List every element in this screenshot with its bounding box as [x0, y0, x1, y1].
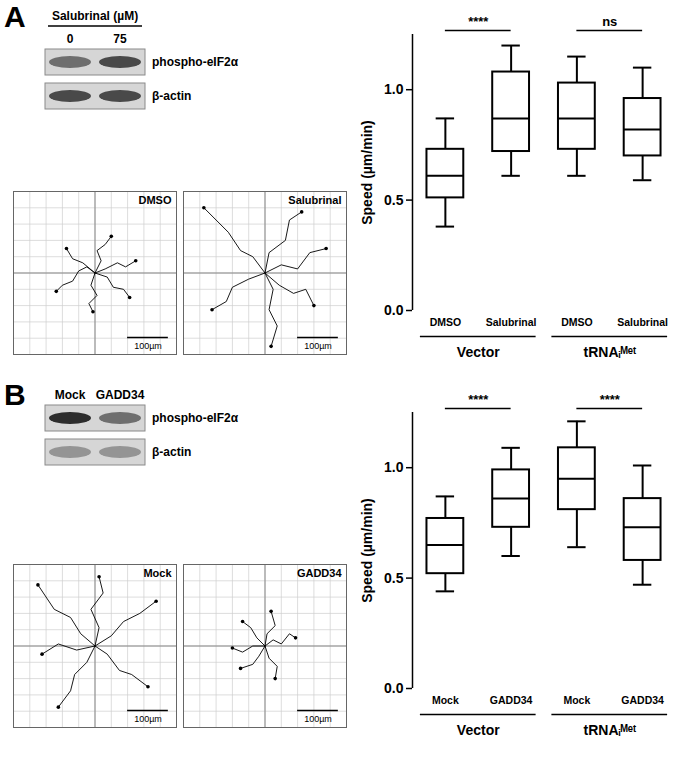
svg-text:GADD34: GADD34: [490, 694, 533, 706]
svg-text:Vector: Vector: [457, 344, 500, 360]
svg-text:0.5: 0.5: [384, 192, 404, 208]
svg-text:GADD34: GADD34: [621, 694, 664, 706]
svg-text:β-actin: β-actin: [152, 89, 191, 103]
svg-text:Salubrinal: Salubrinal: [288, 194, 341, 206]
svg-text:100µm: 100µm: [134, 714, 162, 724]
svg-text:****: ****: [468, 14, 489, 29]
svg-text:Salubrinal: Salubrinal: [486, 316, 537, 328]
svg-text:tRNAᵢᴹᵉᵗ: tRNAᵢᴹᵉᵗ: [584, 344, 637, 360]
svg-text:1.0: 1.0: [384, 459, 404, 475]
svg-text:****: ****: [468, 392, 489, 407]
svg-text:0.0: 0.0: [384, 302, 404, 318]
svg-text:DMSO: DMSO: [561, 316, 593, 328]
svg-text:DMSO: DMSO: [430, 316, 462, 328]
html-text:B: B: [4, 378, 26, 411]
svg-text:1.0: 1.0: [384, 81, 404, 97]
svg-text:Salubrinal: Salubrinal: [617, 316, 668, 328]
svg-text:100µm: 100µm: [134, 341, 162, 351]
svg-text:Mock: Mock: [55, 388, 86, 402]
svg-text:phospho-eIF2α: phospho-eIF2α: [152, 411, 239, 425]
svg-text:GADD34: GADD34: [96, 388, 145, 402]
svg-text:Speed (µm/min): Speed (µm/min): [359, 120, 375, 225]
svg-text:0.5: 0.5: [384, 570, 404, 586]
html-text:A: A: [4, 0, 26, 33]
svg-text:0: 0: [67, 32, 74, 46]
svg-text:β-actin: β-actin: [152, 445, 191, 459]
svg-text:100µm: 100µm: [304, 341, 332, 351]
svg-text:Mock: Mock: [143, 567, 172, 579]
svg-text:75: 75: [113, 32, 127, 46]
svg-text:0.0: 0.0: [384, 680, 404, 696]
svg-text:Mock: Mock: [432, 694, 459, 706]
svg-text:phospho-eIF2α: phospho-eIF2α: [152, 55, 239, 69]
svg-text:Vector: Vector: [457, 722, 500, 738]
svg-text:GADD34: GADD34: [297, 567, 343, 579]
svg-text:****: ****: [600, 392, 621, 407]
svg-text:DMSO: DMSO: [139, 194, 172, 206]
svg-text:ns: ns: [602, 14, 617, 29]
svg-text:100µm: 100µm: [304, 714, 332, 724]
svg-text:Salubrinal (µM): Salubrinal (µM): [52, 9, 138, 23]
svg-text:tRNAᵢᴹᵉᵗ: tRNAᵢᴹᵉᵗ: [584, 722, 637, 738]
svg-text:Mock: Mock: [563, 694, 590, 706]
svg-text:Speed (µm/min): Speed (µm/min): [359, 498, 375, 603]
